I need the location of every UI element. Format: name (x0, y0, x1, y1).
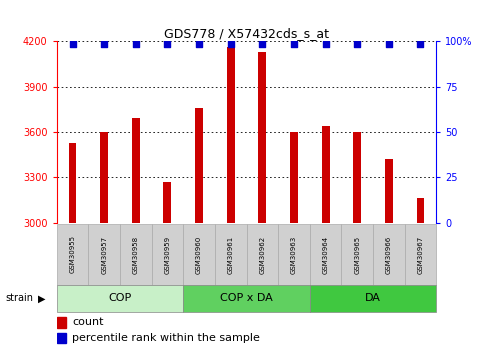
Bar (385, 159, 393, 223)
Text: percentile rank within the sample: percentile rank within the sample (72, 333, 260, 343)
Bar (57, 333, 66, 344)
Title: GDS778 / X57432cds_s_at: GDS778 / X57432cds_s_at (164, 27, 329, 40)
Text: GSM30962: GSM30962 (259, 235, 265, 274)
Bar (164, 182, 172, 223)
Bar (88, 224, 120, 285)
Bar (321, 126, 329, 223)
Text: DA: DA (365, 294, 381, 303)
Text: GSM30963: GSM30963 (291, 235, 297, 274)
Bar (373, 224, 405, 285)
Bar (100, 132, 108, 223)
Bar (258, 52, 266, 223)
Bar (195, 108, 203, 223)
Bar (57, 224, 88, 285)
Bar (310, 285, 436, 312)
Bar (290, 132, 298, 223)
Point (258, 41, 266, 47)
Text: GSM30967: GSM30967 (418, 235, 423, 274)
Point (132, 41, 140, 47)
Point (353, 41, 361, 47)
Bar (278, 224, 310, 285)
Point (164, 41, 172, 47)
Bar (57, 317, 66, 328)
Text: GSM30959: GSM30959 (164, 235, 171, 274)
Bar (341, 224, 373, 285)
Bar (120, 224, 152, 285)
Text: count: count (72, 317, 104, 327)
Text: COP: COP (108, 294, 132, 303)
Bar (183, 285, 310, 312)
Text: strain: strain (5, 294, 33, 303)
Point (290, 41, 298, 47)
Bar (246, 224, 278, 285)
Bar (215, 224, 246, 285)
Bar (57, 285, 183, 312)
Text: GSM30958: GSM30958 (133, 235, 139, 274)
Text: GSM30960: GSM30960 (196, 235, 202, 274)
Text: GSM30961: GSM30961 (228, 235, 234, 274)
Text: GSM30955: GSM30955 (70, 235, 75, 274)
Text: COP x DA: COP x DA (220, 294, 273, 303)
Point (321, 41, 329, 47)
Point (227, 41, 235, 47)
Point (100, 41, 108, 47)
Text: GSM30965: GSM30965 (354, 235, 360, 274)
Point (195, 41, 203, 47)
Point (417, 41, 424, 47)
Text: GSM30964: GSM30964 (322, 235, 329, 274)
Text: GSM30957: GSM30957 (101, 235, 107, 274)
Text: GSM30966: GSM30966 (386, 235, 392, 274)
Point (385, 41, 393, 47)
Bar (310, 224, 341, 285)
Bar (183, 224, 215, 285)
Bar (152, 224, 183, 285)
Bar (353, 132, 361, 223)
Bar (227, 47, 235, 223)
Bar (69, 142, 76, 223)
Bar (405, 224, 436, 285)
Text: ▶: ▶ (38, 294, 46, 303)
Point (69, 41, 76, 47)
Bar (417, 198, 424, 223)
Bar (132, 118, 140, 223)
